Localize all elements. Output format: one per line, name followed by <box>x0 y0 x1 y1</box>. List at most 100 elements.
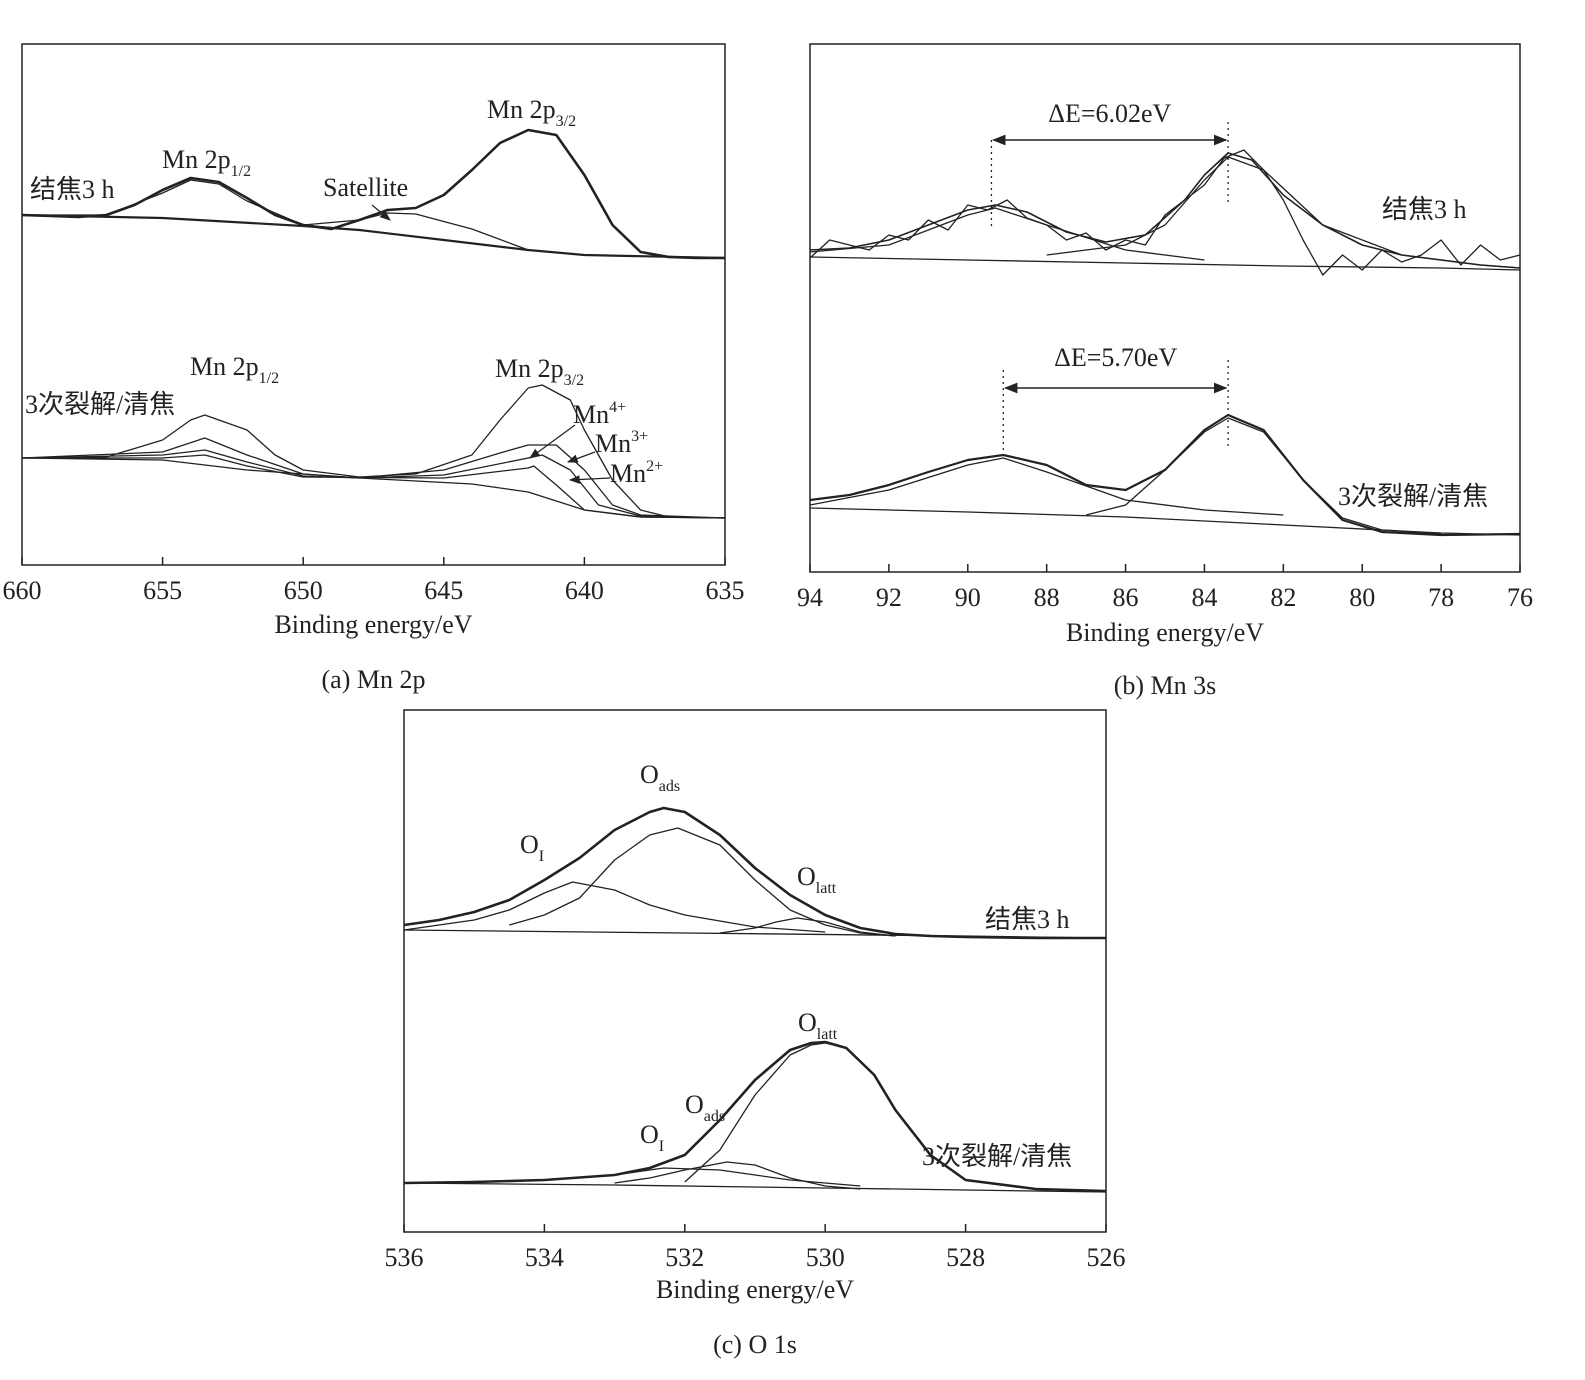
annotation-sup: 4+ <box>609 399 626 416</box>
x-tick-label: 635 <box>706 576 745 605</box>
annotation: Mn 2p1/2 <box>162 145 251 180</box>
pointer <box>568 475 611 484</box>
x-tick-label: 88 <box>1034 583 1060 612</box>
annotation-text: O <box>798 1008 817 1037</box>
annotation: Mn 2p1/2 <box>190 352 279 387</box>
annotation-sub: ads <box>704 1108 725 1125</box>
annotation: Oads <box>640 760 680 795</box>
plot-frame <box>403 709 1107 1233</box>
annotation-text: O <box>640 760 659 789</box>
annotation-text: 结焦3 h <box>985 905 1070 934</box>
annotation: 结焦3 h <box>30 175 115 204</box>
caption: (c) O 1s <box>713 1330 797 1359</box>
annotation-sub: ads <box>659 778 680 795</box>
x-tick-label: 78 <box>1428 583 1454 612</box>
x-tick-label: 92 <box>876 583 902 612</box>
x-tick-label: 536 <box>385 1243 424 1272</box>
spectrum-line <box>21 457 726 519</box>
x-tick-label: 82 <box>1270 583 1296 612</box>
annotation-sup: 3+ <box>631 428 648 445</box>
annotation: Mn4+ <box>573 399 626 429</box>
annotation-text: Satellite <box>323 173 408 202</box>
annotation: Mn 2p3/2 <box>495 354 584 389</box>
spectrum-line <box>21 437 726 519</box>
spectrum-line <box>403 1182 1107 1193</box>
annotation: 3次裂解/清焦 <box>922 1142 1072 1171</box>
spectrum-line <box>809 457 1284 516</box>
annotation-sup: 2+ <box>646 458 663 475</box>
spectrum-line <box>684 1042 1107 1192</box>
x-axis-label: Binding energy/eV <box>656 1275 854 1304</box>
x-tick-label: 80 <box>1349 583 1375 612</box>
annotation-text: Mn 2p <box>190 352 259 381</box>
annotation-text: O <box>797 862 816 891</box>
annotation: OI <box>640 1120 664 1155</box>
caption: (a) Mn 2p <box>322 665 426 694</box>
spectrum-line <box>1046 156 1521 269</box>
x-tick-label: 530 <box>806 1243 845 1272</box>
spectrum-line <box>403 1167 861 1187</box>
x-tick-label: 645 <box>424 576 463 605</box>
annotation-sub: 1/2 <box>231 163 251 180</box>
x-tick-label: 86 <box>1113 583 1139 612</box>
spectrum-line <box>21 384 726 519</box>
pointer <box>566 451 596 463</box>
spectrum-line <box>614 1161 861 1190</box>
annotation-text: 3次裂解/清焦 <box>25 390 175 419</box>
spectrum-line <box>509 827 896 937</box>
plot-frame <box>21 43 726 566</box>
annotation: Mn2+ <box>610 458 663 488</box>
x-tick-label: 655 <box>143 576 182 605</box>
annotation: OI <box>520 830 544 865</box>
annotation-text: 3次裂解/清焦 <box>922 1142 1072 1171</box>
annotation-text: Mn <box>610 459 646 488</box>
annotation: 3次裂解/清焦 <box>1338 482 1488 511</box>
spectrum-line <box>809 413 1521 537</box>
x-tick-label: 84 <box>1191 583 1217 612</box>
spectrum-line <box>22 179 360 231</box>
delta-label: ΔE=5.70eV <box>1054 343 1177 372</box>
spectrum-line <box>303 212 529 251</box>
annotation-text: Mn 2p <box>162 145 231 174</box>
spectrum-line <box>809 507 1521 536</box>
pointer <box>529 424 576 459</box>
x-tick-label: 660 <box>3 576 42 605</box>
spectrum-line <box>809 149 1521 276</box>
annotation: Mn3+ <box>595 428 648 458</box>
x-tick-label: 650 <box>284 576 323 605</box>
x-axis-label: Binding energy/eV <box>1066 618 1264 647</box>
caption: (b) Mn 3s <box>1114 671 1217 700</box>
annotation-text: Mn 2p <box>487 95 556 124</box>
spectrum-line <box>809 256 1521 271</box>
annotation-text: Mn <box>595 429 631 458</box>
spectrum-line <box>21 449 726 519</box>
annotation-text: 结焦3 h <box>1382 195 1467 224</box>
pointer <box>371 204 391 221</box>
annotation: Olatt <box>798 1008 838 1043</box>
spectrum-line <box>403 929 1107 939</box>
annotation-sub: 3/2 <box>564 372 584 389</box>
spectrum-line <box>809 207 1205 261</box>
x-tick-label: 640 <box>565 576 604 605</box>
annotation: 3次裂解/清焦 <box>25 390 175 419</box>
annotation-text: 结焦3 h <box>30 175 115 204</box>
annotation: Satellite <box>323 173 408 202</box>
annotation: 结焦3 h <box>985 905 1070 934</box>
spectrum-line <box>403 881 826 933</box>
annotation: Mn 2p3/2 <box>487 95 576 130</box>
annotation-sub: 3/2 <box>556 113 576 130</box>
x-tick-label: 528 <box>946 1243 985 1272</box>
spectrum-line <box>1085 417 1442 535</box>
annotation: Oads <box>685 1090 725 1125</box>
x-tick-label: 94 <box>797 583 823 612</box>
x-axis-label: Binding energy/eV <box>274 610 472 639</box>
annotation-sub: I <box>539 848 544 865</box>
annotation-sub: I <box>659 1138 664 1155</box>
annotation: Olatt <box>797 862 837 897</box>
plot-frame <box>809 43 1521 573</box>
spectrum-line <box>809 152 1521 269</box>
annotation-text: O <box>520 830 539 859</box>
annotation-text: O <box>640 1120 659 1149</box>
annotation-sub: 1/2 <box>259 370 279 387</box>
